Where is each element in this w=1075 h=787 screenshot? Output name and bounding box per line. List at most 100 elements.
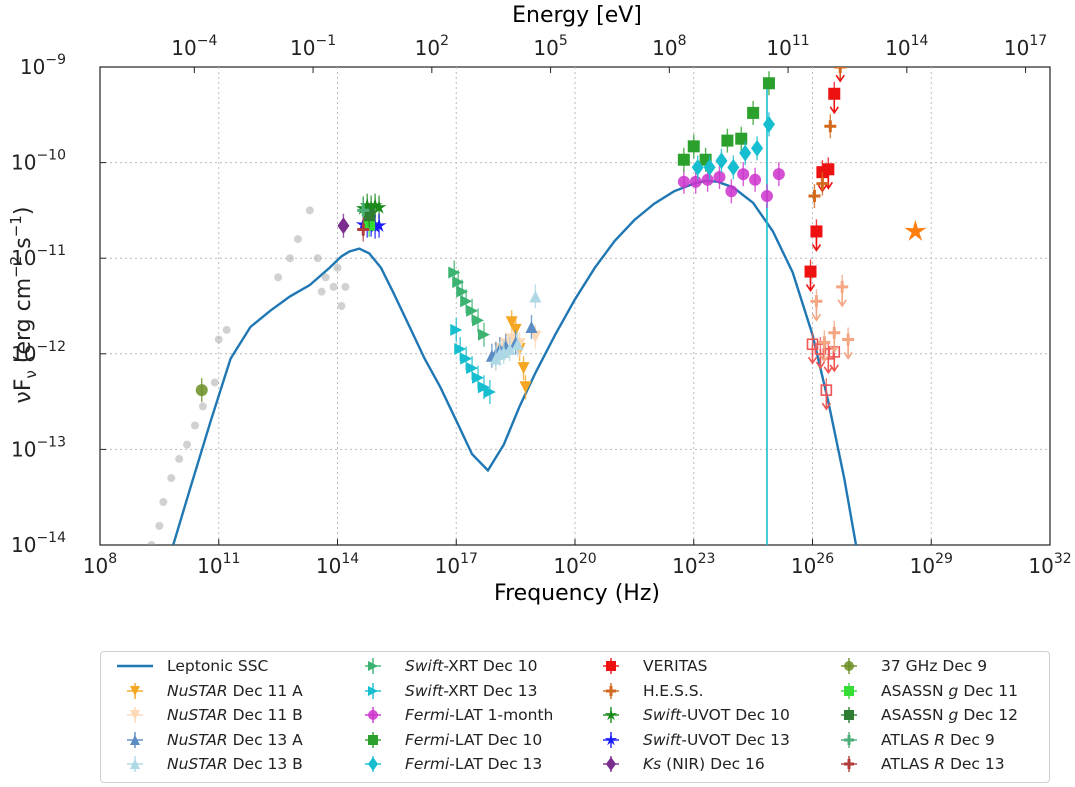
- data-point: [293, 235, 302, 244]
- legend-item: ASASSN g Dec 12: [827, 705, 1018, 725]
- y-tick-label: 10−10: [11, 148, 66, 175]
- legend-label: Fermi-LAT Dec 13: [405, 755, 543, 773]
- data-point: [175, 454, 184, 463]
- top-tick-label: 10−1: [290, 33, 336, 60]
- data-point: [727, 155, 740, 180]
- data-marks: [147, 67, 927, 545]
- data-point: [735, 126, 748, 151]
- data-point: [313, 254, 322, 263]
- legend-swatch: [589, 705, 633, 725]
- top-tick-label: 108: [652, 33, 686, 60]
- data-point: [341, 282, 350, 291]
- legend-swatch: [589, 681, 633, 701]
- legend-item: 37 GHz Dec 9: [827, 656, 987, 676]
- data-point: [274, 273, 283, 282]
- data-point: [317, 287, 326, 296]
- data-point: [371, 213, 387, 238]
- legend-swatch: [589, 656, 633, 676]
- x-tick-label: 108: [83, 551, 117, 578]
- legend-swatch: [827, 656, 871, 676]
- x-tick-label: 1014: [316, 551, 359, 578]
- legend-swatch: [351, 754, 395, 774]
- legend-swatch: [113, 754, 157, 774]
- y-tick-label: 10−14: [11, 530, 66, 557]
- data-point: [183, 440, 192, 449]
- data-point: [810, 289, 823, 322]
- data-point: [836, 274, 849, 308]
- series-h-e-s-s-low-state-: [810, 274, 855, 363]
- legend-swatch: [589, 754, 633, 774]
- data-point: [772, 162, 785, 187]
- legend-label: H.E.S.S.: [643, 681, 704, 700]
- data-point: [810, 219, 823, 252]
- data-point: [472, 308, 485, 333]
- data-point: [214, 335, 223, 344]
- series-archival: [147, 206, 350, 545]
- x-tick-label: 1023: [672, 551, 715, 578]
- data-point: [529, 284, 542, 309]
- legend-swatch: [827, 754, 871, 774]
- data-point: [816, 171, 829, 196]
- data-point: [677, 169, 690, 194]
- x-tick-label: 1029: [910, 551, 953, 578]
- data-point: [222, 325, 231, 334]
- legend-label: ASASSN g Dec 12: [881, 706, 1018, 724]
- top-tick-label: 1011: [766, 33, 809, 60]
- top-axis-label: Energy [eV]: [512, 3, 642, 28]
- legend-label: NuSTAR Dec 11 A: [167, 681, 303, 700]
- series-fermi-lat-1-month: [677, 162, 785, 209]
- y-tick-label: 10−9: [20, 52, 66, 79]
- legend-swatch: [827, 681, 871, 701]
- data-point: [725, 179, 738, 204]
- data-point: [762, 71, 775, 96]
- data-point: [329, 282, 338, 291]
- legend-label: NuSTAR Dec 11 B: [167, 706, 303, 724]
- data-point: [824, 114, 837, 139]
- legend-item: ATLAS R Dec 13: [827, 754, 1005, 774]
- data-point: [357, 217, 370, 242]
- data-point: [167, 474, 176, 483]
- series-swift-xrt-dec-10: [448, 260, 490, 347]
- data-point: [715, 148, 728, 173]
- y-tick-label: 10−13: [11, 434, 66, 461]
- data-point: [814, 337, 827, 370]
- data-point: [721, 128, 734, 153]
- legend-item: Swift-UVOT Dec 10: [589, 705, 790, 725]
- series-swift-xrt-dec-13: [450, 317, 496, 405]
- legend-label: Ks (NIR) Dec 16: [643, 755, 765, 773]
- series-nustar-dec-13-b: [489, 284, 542, 371]
- data-point: [147, 541, 156, 545]
- data-point: [159, 497, 168, 506]
- grid-lines: [100, 67, 1050, 545]
- legend-item: ATLAS R Dec 9: [827, 730, 995, 750]
- legend-label: 37 GHz Dec 9: [881, 657, 988, 675]
- legend-label: ASASSN g Dec 11: [881, 681, 1018, 700]
- data-point: [337, 302, 346, 310]
- data-point: [363, 203, 376, 228]
- data-point: [834, 67, 847, 79]
- legend-item: NuSTAR Dec 13 A: [113, 730, 303, 750]
- y-tick-label: 10−11: [11, 243, 66, 270]
- legend-label: NuSTAR Dec 13 A: [167, 730, 303, 749]
- axis-ticks: 108 1011 1014 1017 1020 1023 1026 1029 1032 10−14…: [11, 33, 1072, 578]
- data-point: [677, 147, 690, 172]
- model-curve-leptonic-ssc: [172, 179, 858, 545]
- legend-item: Swift-XRT Dec 10: [351, 656, 537, 676]
- data-point: [904, 219, 927, 241]
- series-nustar-dec-11-a: [505, 310, 532, 400]
- legend-item: NuSTAR Dec 11 B: [113, 705, 303, 725]
- top-tick-label: 102: [415, 33, 449, 60]
- data-point: [749, 167, 762, 192]
- data-point: [737, 162, 750, 187]
- legend-item: VERITAS: [589, 656, 707, 676]
- data-point: [198, 402, 207, 411]
- svg-text:νFν (erg cm−2 s−1): νFν (erg cm−2 s−1): [7, 207, 40, 404]
- data-point: [477, 322, 490, 347]
- x-tick-label: 1032: [1028, 551, 1071, 578]
- y-axis-label: νFν (erg cm−2 s−1): [7, 207, 40, 404]
- legend-label: ATLAS R Dec 13: [881, 755, 1005, 773]
- data-point: [519, 375, 532, 400]
- top-tick-label: 1014: [885, 33, 928, 60]
- data-point: [483, 380, 496, 405]
- legend-swatch: [351, 681, 395, 701]
